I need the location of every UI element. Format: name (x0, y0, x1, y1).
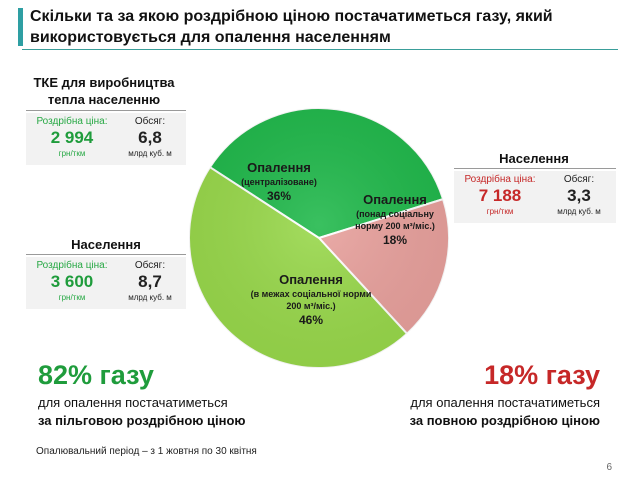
slice-centralized-name: Опалення (247, 160, 311, 175)
pop-right-volume-label: Обсяг: (563, 174, 595, 185)
title-accent-bar (18, 8, 23, 46)
pop-right-volume-col: Обсяг: 3,3 млрд куб. м (544, 174, 614, 216)
page-number: 6 (606, 462, 612, 473)
pop-left-stat-panel: Роздрібна ціна: 3 600 грн/ткм Обсяг: 8,7… (26, 257, 186, 309)
pop-right-stat-panel: Роздрібна ціна: 7 188 грн/ткм Обсяг: 3,3… (454, 171, 616, 223)
tke-price-unit: грн/ткм (58, 149, 86, 158)
pop-right-volume-unit: млрд куб. м (557, 207, 601, 216)
tke-stat-panel: Роздрібна ціна: 2 994 грн/ткм Обсяг: 6,8… (26, 113, 186, 165)
summary-left-big: 82% газу (38, 360, 154, 390)
summary-right-line1: для опалення постачатиметься (410, 395, 600, 410)
pop-left-volume-col: Обсяг: 8,7 млрд куб. м (116, 260, 184, 302)
slice-within-norm-sub: (в межах соціальної норми 200 м³/міс.) (250, 289, 372, 311)
footnote: Опалювальний період – з 1 жовтня по 30 к… (36, 446, 257, 457)
pop-left-price-unit: грн/ткм (58, 293, 86, 302)
pop-left-price-label: Роздрібна ціна: (36, 260, 108, 271)
tke-volume-label: Обсяг: (134, 116, 166, 127)
slice-above-norm-pct: 18% (382, 233, 408, 247)
tke-box-rule (26, 110, 186, 111)
slice-within-norm-pct: 46% (298, 313, 324, 327)
tke-volume-value: 6,8 (138, 128, 162, 147)
pop-right-box-title: Населення (499, 151, 569, 166)
pop-right-volume-value: 3,3 (567, 186, 591, 205)
slice-within-norm-name: Опалення (279, 272, 343, 287)
summary-left-line1: для опалення постачатиметься (38, 395, 228, 410)
tke-volume-unit: млрд куб. м (128, 149, 172, 158)
slice-centralized-pct: 36% (266, 189, 292, 203)
slice-label-within-norm: Опалення (в межах соціальної норми 200 м… (246, 272, 376, 328)
pie-shading (189, 108, 449, 368)
pop-left-price-value: 3 600 (50, 272, 94, 291)
pop-right-price-col: Роздрібна ціна: 7 188 грн/ткм (456, 174, 544, 216)
pop-right-price-unit: грн/ткм (486, 207, 514, 216)
slice-label-centralized: Опалення (централізоване) 36% (214, 160, 344, 204)
pop-left-price-col: Роздрібна ціна: 3 600 грн/ткм (28, 260, 116, 302)
pop-left-box-title: Населення (71, 237, 141, 252)
pop-right-box-rule (454, 168, 616, 169)
pop-left-volume-value: 8,7 (138, 272, 162, 291)
tke-price-label: Роздрібна ціна: (36, 116, 108, 127)
pop-right-price-value: 7 188 (478, 186, 522, 205)
pop-left-volume-label: Обсяг: (134, 260, 166, 271)
slice-above-norm-name: Опалення (363, 192, 427, 207)
summary-right-line2: за повною роздрібною ціною (409, 413, 600, 428)
tke-price-value: 2 994 (50, 128, 94, 147)
summary-right-big: 18% газу (484, 360, 600, 390)
pop-right-price-label: Роздрібна ціна: (464, 174, 536, 185)
tke-price-col: Роздрібна ціна: 2 994 грн/ткм (28, 116, 116, 158)
slice-label-above-norm: Опалення (понад соціальну норму 200 м³/м… (340, 192, 450, 248)
tke-box-title: ТКЕ для виробництва тепла населенню (33, 75, 175, 107)
slice-centralized-sub: (централізоване) (241, 177, 317, 187)
pop-left-volume-unit: млрд куб. м (128, 293, 172, 302)
slide-title: Скільки та за якою роздрібною ціною пост… (30, 8, 553, 46)
slice-above-norm-sub: (понад соціальну норму 200 м³/міс.) (355, 209, 435, 231)
summary-left-line2: за пільговою роздрібною ціною (38, 413, 246, 428)
pop-left-box-rule (26, 254, 186, 255)
tke-volume-col: Обсяг: 6,8 млрд куб. м (116, 116, 184, 158)
title-divider (22, 49, 618, 50)
